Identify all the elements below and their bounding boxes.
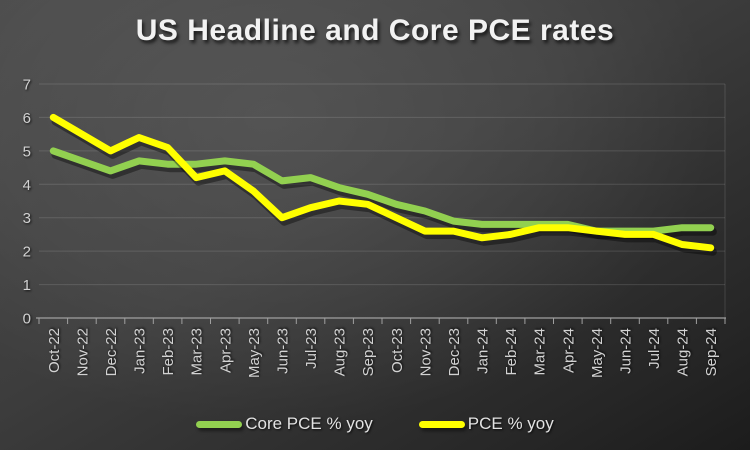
- legend-item-pce: PCE % yoy: [418, 414, 554, 434]
- x-axis-label-jun-24: Jun-24: [618, 328, 635, 374]
- legend-label-pce: PCE % yoy: [467, 414, 554, 433]
- y-axis-label-0: 0: [23, 311, 31, 328]
- chart-title: US Headline and Core PCE rates: [135, 14, 615, 47]
- x-axis-label-feb-24: Feb-24: [503, 328, 520, 376]
- x-axis-label-nov-22: Nov-22: [74, 328, 91, 376]
- x-axis-label-dec-23: Dec-23: [446, 328, 463, 376]
- x-axis-label-feb-23: Feb-23: [160, 328, 177, 376]
- legend-label-core-pce: Core PCE % yoy: [245, 414, 373, 433]
- x-axis-label-aug-24: Aug-24: [675, 328, 692, 376]
- x-axis-label-oct-23: Oct-23: [389, 328, 406, 373]
- x-axis-label-oct-22: Oct-22: [46, 328, 63, 373]
- x-axis-label-dec-22: Dec-22: [103, 328, 120, 376]
- y-axis-label-3: 3: [23, 210, 31, 227]
- x-axis-label-sep-24: Sep-24: [703, 328, 720, 376]
- y-axis-label-4: 4: [23, 177, 31, 194]
- legend-swatch-pce: [418, 420, 465, 428]
- y-axis-label-5: 5: [23, 143, 31, 160]
- x-axis-label-may-23: May-23: [246, 328, 263, 378]
- x-axis-label-sep-23: Sep-23: [360, 328, 377, 376]
- x-axis-label-apr-24: Apr-24: [560, 328, 577, 373]
- x-axis-label-jan-24: Jan-24: [475, 328, 492, 374]
- pce-yoy-line: [49, 113, 715, 252]
- core-pce-yoy-line-shadow: [51, 150, 717, 240]
- chart-legend: Core PCE % yoy PCE % yoy: [0, 414, 750, 434]
- x-axis-label-aug-23: Aug-23: [332, 328, 349, 376]
- y-axis-label-7: 7: [23, 77, 31, 94]
- legend-swatch-core-pce: [196, 420, 243, 428]
- x-axis-label-jun-23: Jun-23: [275, 328, 292, 374]
- x-axis-label-mar-24: Mar-24: [532, 328, 549, 376]
- x-axis-label-jul-23: Jul-23: [303, 328, 320, 369]
- x-axis-label-mar-23: Mar-23: [189, 328, 206, 376]
- x-axis-label-nov-23: Nov-23: [417, 328, 434, 376]
- y-axis-label-6: 6: [23, 110, 31, 127]
- x-axis-label-apr-23: Apr-23: [217, 328, 234, 373]
- y-axis-label-1: 1: [23, 277, 31, 294]
- x-axis-label-jan-23: Jan-23: [132, 328, 149, 374]
- x-axis-label-jul-24: Jul-24: [646, 328, 663, 369]
- x-axis-label-may-24: May-24: [589, 328, 606, 378]
- core-pce-yoy-line: [49, 147, 715, 235]
- legend-item-core-pce: Core PCE % yoy: [196, 414, 373, 434]
- y-axis-label-2: 2: [23, 244, 31, 261]
